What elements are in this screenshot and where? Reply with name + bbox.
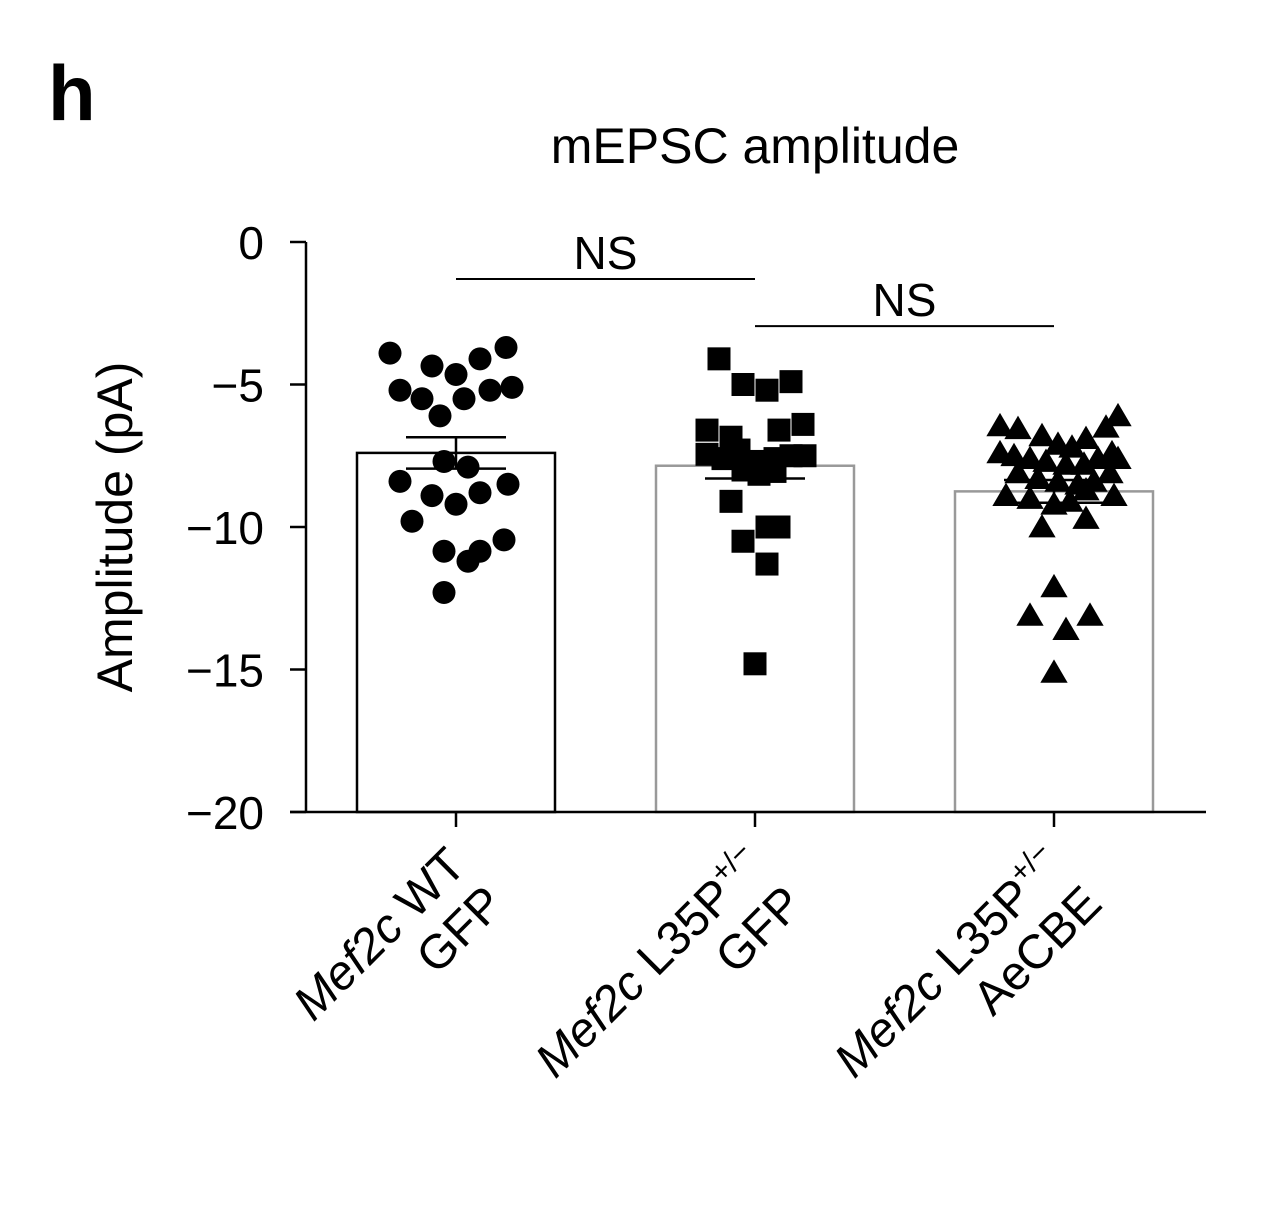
data-point-2-3 — [755, 378, 779, 402]
data-point-1-20 — [432, 539, 456, 563]
data-point-3-18 — [1004, 459, 1032, 484]
data-point-2-23 — [755, 552, 779, 576]
data-point-2-22 — [767, 515, 791, 539]
data-point-3-32 — [1040, 573, 1068, 598]
data-point-1-12 — [432, 449, 456, 473]
bar-3 — [953, 490, 1155, 814]
panel-label: h — [48, 49, 96, 137]
data-point-1-3 — [444, 363, 468, 387]
x-category-gene-1: Mef2c — [284, 901, 414, 1031]
data-point-3-31 — [1072, 505, 1100, 529]
bar-2 — [654, 464, 856, 814]
data-point-1-6 — [388, 378, 412, 402]
data-point-3-6 — [1072, 425, 1100, 450]
y-tick-label-3: −10 — [186, 502, 264, 554]
y-tick-label-5: −20 — [186, 787, 264, 839]
data-point-3-33 — [1016, 602, 1044, 626]
data-point-3-36 — [1040, 659, 1068, 683]
data-point-3-11 — [1016, 445, 1044, 469]
data-point-3-35 — [1076, 602, 1104, 626]
data-point-2-19 — [719, 489, 743, 513]
y-tick-label-4: −15 — [186, 645, 264, 697]
data-point-3-27 — [1056, 488, 1084, 512]
y-axis-label: Amplitude (pA) — [87, 362, 143, 693]
data-point-3-12 — [1032, 448, 1060, 472]
data-point-1-24 — [432, 581, 456, 605]
data-point-2-8 — [791, 412, 815, 436]
data-point-3-29 — [1100, 482, 1128, 507]
data-point-3-24 — [992, 482, 1020, 507]
data-point-3-19 — [1024, 465, 1052, 489]
data-point-1-19 — [400, 509, 424, 533]
data-point-1-10 — [500, 375, 524, 399]
data-point-1-18 — [496, 472, 520, 496]
data-point-2-18 — [763, 459, 787, 483]
data-point-3-25 — [1016, 485, 1044, 509]
data-point-1-8 — [452, 387, 476, 411]
data-point-3-23 — [1096, 459, 1124, 484]
significance-label-1: NS — [574, 227, 638, 279]
x-category-gene-2: Mef2c — [526, 958, 656, 1088]
data-point-2-11 — [727, 438, 751, 462]
data-point-2-15 — [793, 444, 817, 468]
data-point-2-24 — [743, 652, 767, 676]
data-point-1-23 — [492, 528, 516, 552]
significance-label-2: NS — [873, 274, 937, 326]
data-point-2-4 — [779, 370, 803, 394]
data-point-1-2 — [420, 354, 444, 378]
annotations-layer: NS NS — [456, 227, 1054, 328]
data-point-3-5 — [1058, 434, 1086, 458]
data-point-1-17 — [468, 481, 492, 505]
data-point-3-30 — [1028, 514, 1056, 538]
y-tick-label-1: 0 — [238, 217, 264, 269]
data-point-1-13 — [456, 455, 480, 479]
axes-layer: 0 −5 −10 −15 −20 — [186, 217, 1206, 839]
data-point-3-8 — [1104, 402, 1132, 427]
data-point-2-2 — [731, 373, 755, 396]
data-point-1-14 — [388, 469, 412, 493]
data-point-3-10 — [1000, 442, 1028, 467]
data-point-2-7 — [767, 418, 791, 442]
points-layer — [378, 335, 1132, 683]
y-tick-label-2: −5 — [212, 360, 264, 412]
data-point-3-28 — [1072, 476, 1100, 501]
data-point-2-20 — [731, 529, 755, 553]
data-point-1-11 — [428, 404, 452, 428]
x-category-label-2: Mef2c L35P+/−GFP — [526, 835, 813, 1088]
x-category-gene-3: Mef2c — [825, 958, 955, 1088]
data-point-3-34 — [1052, 616, 1080, 640]
chart-title: mEPSC amplitude — [551, 118, 960, 174]
data-point-1-1 — [378, 341, 402, 365]
x-category-label-3: Mef2c L35P+/−AeCBE — [825, 835, 1112, 1088]
data-point-3-1 — [986, 412, 1014, 437]
data-point-2-1 — [707, 347, 731, 371]
data-point-1-16 — [444, 492, 468, 516]
data-point-2-5 — [695, 418, 719, 442]
data-point-3-13 — [1052, 451, 1080, 475]
data-point-3-20 — [1044, 468, 1072, 492]
data-point-1-22 — [468, 539, 492, 563]
data-point-1-15 — [420, 484, 444, 508]
data-point-1-7 — [410, 387, 434, 411]
data-point-1-4 — [468, 347, 492, 371]
data-point-1-9 — [478, 378, 502, 402]
data-point-3-3 — [1028, 422, 1056, 447]
data-point-3-2 — [1004, 415, 1032, 440]
data-point-1-5 — [494, 335, 518, 359]
